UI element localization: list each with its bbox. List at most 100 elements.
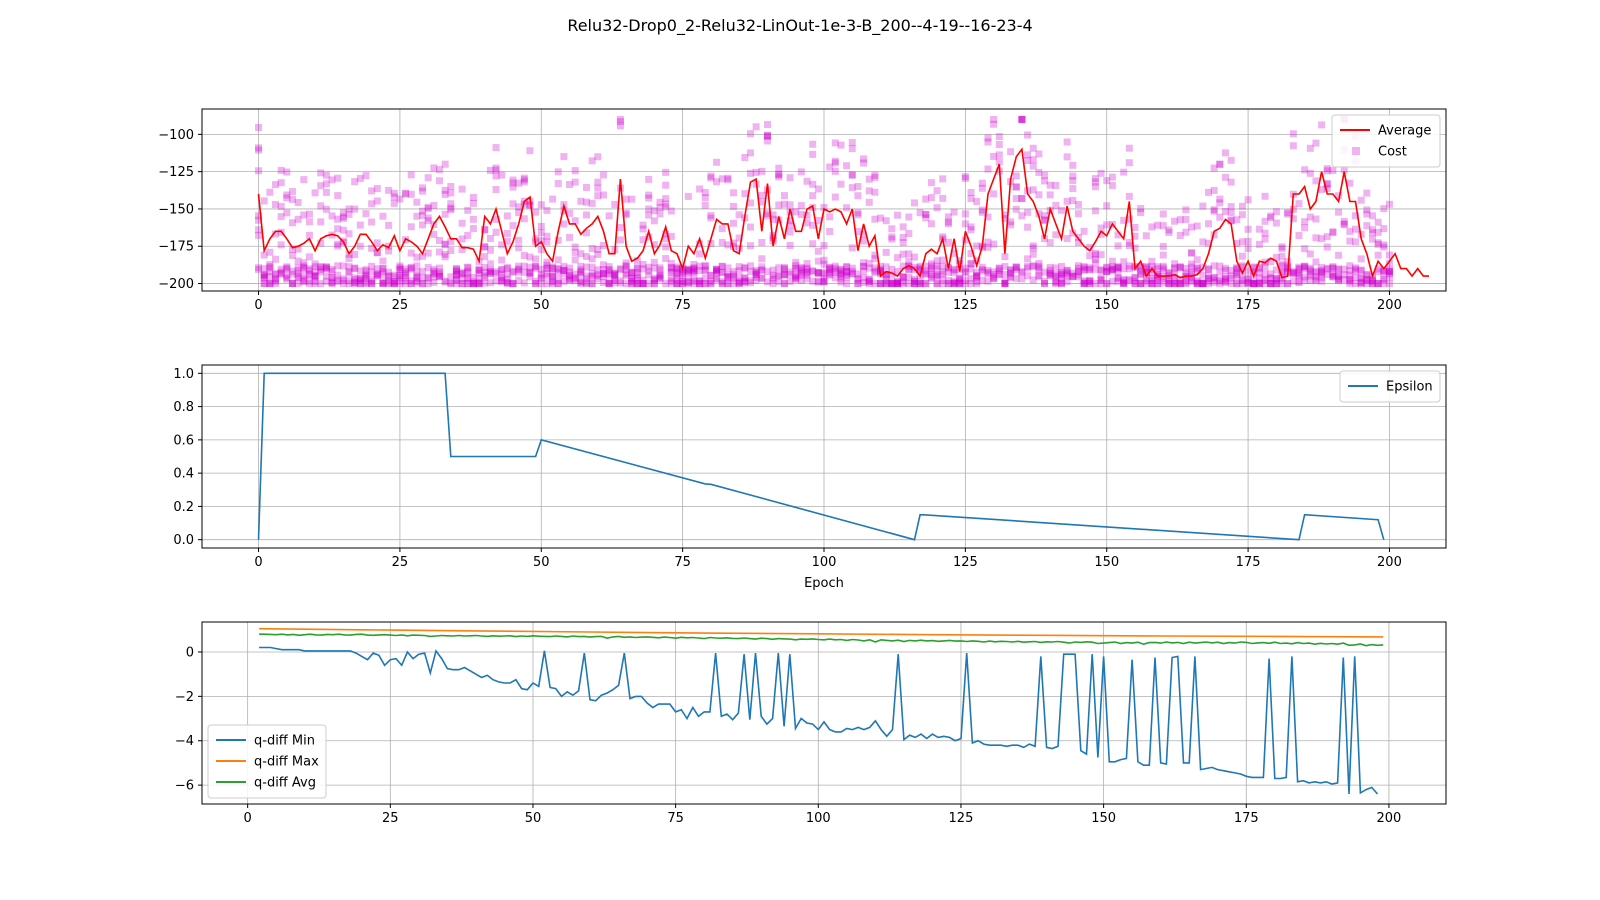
cost-point <box>622 266 630 274</box>
cost-point <box>1346 277 1354 285</box>
cost-point <box>1137 270 1145 278</box>
cost-point <box>809 267 817 275</box>
cost-point <box>696 277 704 285</box>
cost-point <box>837 278 845 286</box>
cost-point <box>503 275 511 283</box>
cost-point <box>1335 272 1343 280</box>
cost-point <box>956 278 964 286</box>
legend-label: q-diff Max <box>254 755 319 770</box>
cost-point <box>1080 280 1088 288</box>
cost-point <box>1216 160 1224 168</box>
cost-point <box>961 236 969 244</box>
cost-point <box>990 240 998 248</box>
cost-point <box>1097 266 1105 274</box>
cost-point <box>1125 242 1133 250</box>
cost-point <box>882 276 890 284</box>
cost-point <box>452 271 460 279</box>
cost-point <box>746 279 754 287</box>
cost-point <box>373 248 381 256</box>
cost-point <box>1238 263 1246 271</box>
cost-point <box>944 277 952 285</box>
cost-point <box>724 271 732 279</box>
cost-point <box>690 264 698 272</box>
cost-point <box>1154 263 1162 271</box>
cost-point <box>1193 264 1201 272</box>
cost-point <box>334 271 342 279</box>
cost-point <box>594 275 602 283</box>
cost-point <box>973 280 981 288</box>
cost-point <box>1278 260 1286 268</box>
cost-point <box>1284 210 1292 218</box>
cost-point <box>294 273 302 281</box>
cost-point <box>1188 274 1196 282</box>
cost-point <box>650 280 658 288</box>
cost-point <box>339 213 347 221</box>
cost-point <box>718 262 726 270</box>
cost-point <box>848 171 856 179</box>
cost-point <box>390 278 398 286</box>
cost-point <box>910 275 918 283</box>
cost-point <box>769 274 777 282</box>
cost-point <box>1114 231 1122 239</box>
cost-point <box>905 257 913 265</box>
cost-point <box>1114 277 1122 285</box>
cost-point <box>820 260 828 268</box>
cost-point <box>571 270 579 278</box>
cost-point <box>554 236 562 244</box>
cost-point <box>520 215 528 223</box>
cost-point <box>599 270 607 278</box>
cost-point <box>843 162 851 170</box>
cost-point <box>1210 206 1218 214</box>
cost-point <box>288 219 296 227</box>
cost-point <box>792 264 800 272</box>
cost-point <box>899 280 907 288</box>
cost-point <box>503 270 511 278</box>
cost-point <box>679 277 687 285</box>
cost-point <box>769 266 777 274</box>
cost-point <box>645 205 653 213</box>
cost-point <box>1374 228 1382 236</box>
cost-point <box>447 280 455 288</box>
cost-point <box>1171 260 1179 268</box>
cost-point <box>379 264 387 272</box>
cost-point <box>786 277 794 285</box>
cost-point <box>741 274 749 282</box>
cost-point <box>266 264 274 272</box>
cost-point <box>475 280 483 288</box>
cost-point <box>667 259 675 267</box>
cost-point <box>334 277 342 285</box>
cost-point <box>1024 264 1032 272</box>
cost-point <box>464 274 472 282</box>
cost-point <box>537 274 545 282</box>
cost-point <box>922 214 930 222</box>
cost-point <box>1318 264 1326 272</box>
cost-point <box>1250 280 1258 288</box>
cost-point <box>1380 225 1388 233</box>
cost-point <box>1295 271 1303 279</box>
cost-point <box>351 178 359 186</box>
legend-label: Average <box>1378 124 1431 139</box>
cost-point <box>639 260 647 268</box>
cost-point <box>843 267 851 275</box>
cost-point <box>990 273 998 281</box>
cost-point <box>871 264 879 272</box>
cost-point <box>498 266 506 274</box>
cost-point <box>294 198 302 206</box>
cost-point <box>1301 263 1309 271</box>
cost-point <box>1312 177 1320 185</box>
cost-point <box>1289 270 1297 278</box>
cost-point <box>322 263 330 271</box>
cost-point <box>1340 271 1348 279</box>
cost-point <box>1250 280 1258 288</box>
cost-point <box>373 239 381 247</box>
cost-point <box>1074 268 1082 276</box>
cost-point <box>1357 274 1365 282</box>
cost-point <box>407 264 415 272</box>
cost-point <box>865 275 873 283</box>
cost-point <box>888 280 896 288</box>
cost-point <box>481 264 489 272</box>
cost-point <box>1221 278 1229 286</box>
cost-point <box>741 154 749 162</box>
cost-point <box>848 267 856 275</box>
cost-point <box>1018 115 1026 123</box>
